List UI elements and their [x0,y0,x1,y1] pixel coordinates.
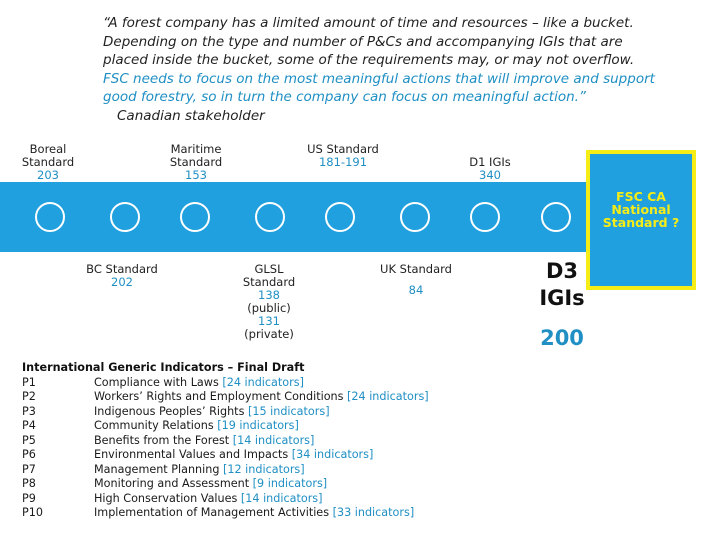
igi-row: P6 Environmental Values and Impacts [34 i… [22,448,622,463]
timeline-dot-2 [110,202,140,232]
igi-row-code: P5 [22,433,36,447]
igi-row-name: Community Relations [94,419,214,432]
igi-row-count: [34 indicators] [291,448,374,461]
label-glsl-private-note: (private) [244,327,294,341]
label-uk-title: UK Standard [380,262,452,276]
igi-row: P7 Management Planning [12 indicators] [22,463,622,478]
label-boreal-title: Boreal Standard [21,142,75,169]
igi-row: P3 Indigenous Peoples’ Rights [15 indicat… [22,405,622,420]
igi-row-name: Compliance with Laws [94,375,219,389]
igi-row: P5 Benefits from the Forest [14 indicator… [22,434,622,449]
igi-row: P2 Workers’ Rights and Employment Conditi… [22,390,622,405]
label-glsl: GLSL Standard 138 (public) 131 (private) [229,263,309,341]
igi-row: P8 Monitoring and Assessment [9 indicator… [22,477,622,492]
label-us: US Standard 181-191 [303,143,383,169]
label-maritime-count: 153 [185,168,207,182]
label-d1-title: D1 IGIs [469,155,511,169]
d3-igis-count: 200 [540,326,584,350]
label-boreal: Boreal Standard 203 [8,143,88,182]
igi-row-code: P9 [22,491,36,505]
igi-row-count: [24 indicators] [347,390,429,403]
label-glsl-title: GLSL Standard [242,262,296,289]
igi-row-name: Indigenous Peoples’ Rights [94,404,245,418]
igi-row: P10 Implementation of Management Activiti… [22,506,622,521]
igi-row-count: [19 indicators] [217,419,299,432]
igi-row-name: Management Planning [94,462,220,476]
igi-row: P4 Community Relations [19 indicators] [22,419,622,434]
label-glsl-count-public: 138 [258,288,280,302]
igi-row-code: P7 [22,462,36,476]
igi-row-count: [12 indicators] [223,462,305,476]
igi-list-title: International Generic Indicators – Final… [22,361,305,374]
igi-row-code: P1 [22,375,36,389]
igi-row-name: Workers’ Rights and Employment Condition… [94,390,344,403]
fsc-national-standard-box [586,150,696,290]
timeline-band [0,182,618,252]
label-maritime-title: Maritime Standard [169,142,223,169]
igi-row-count: [14 indicators] [232,433,315,447]
igi-row-name: Benefits from the Forest [94,433,230,447]
igi-row-code: P10 [22,506,43,519]
igi-row-code: P8 [22,477,36,490]
igi-row-count: [9 indicators] [252,477,328,490]
igi-row: P9 High Conservation Values [14 indicator… [22,492,622,507]
fsc-national-standard-label: FSC CA National Standard ? [602,189,680,230]
quote-text-part1: “A forest company has a limited amount o… [103,15,635,68]
igi-list: International Generic Indicators – Final… [22,361,622,521]
timeline-dot-5 [325,202,355,232]
label-bc-count: 202 [111,275,133,289]
timeline-dot-4 [255,202,285,232]
timeline-dot-1 [35,202,65,232]
igi-row-name: Implementation of Management Activities [94,506,330,519]
igi-row-code: P4 [22,419,36,432]
label-glsl-public-note: (public) [247,301,291,315]
label-boreal-count: 203 [37,168,59,182]
igi-row-code: P6 [22,448,36,461]
igi-row-code: P3 [22,404,36,418]
timeline-dot-7 [470,202,500,232]
igi-row: P1 Compliance with Laws [24 indicators] [22,376,622,391]
igi-row-code: P2 [22,390,36,403]
igi-row-count: [15 indicators] [247,404,330,418]
igi-row-count: [33 indicators] [332,506,415,519]
label-bc: BC Standard 202 [82,263,162,289]
quote-attribution: Canadian stakeholder [117,107,265,124]
timeline-dot-3 [180,202,210,232]
quote-text-part2: FSC needs to focus on the most meaningfu… [103,70,655,106]
label-us-count: 181-191 [318,155,368,169]
timeline-dot-8 [541,202,571,232]
d3-label-line1: D3 [545,259,579,283]
label-maritime: Maritime Standard 153 [156,143,236,182]
igi-row-name: High Conservation Values [94,491,238,505]
label-uk-count: 84 [408,283,424,297]
timeline-dot-6 [400,202,430,232]
d3-igis-label: D3 IGIs [528,258,596,312]
label-d1-count: 340 [479,168,501,182]
label-us-title: US Standard [307,142,379,156]
label-d1: D1 IGIs 340 [455,156,525,182]
stakeholder-quote: “A forest company has a limited amount o… [103,14,663,125]
igi-row-count: [24 indicators] [222,375,304,389]
igi-row-count: [14 indicators] [240,491,323,505]
igi-row-name: Monitoring and Assessment [94,477,250,490]
d3-label-line2: IGIs [539,286,585,310]
label-glsl-count-private: 131 [258,314,280,328]
igi-row-name: Environmental Values and Impacts [94,448,289,461]
label-uk: UK Standard 84 [376,263,456,297]
label-bc-title: BC Standard [86,262,158,276]
